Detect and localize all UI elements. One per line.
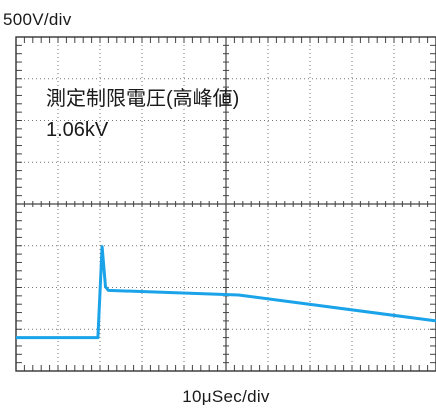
vertical-scale-label: 500V/div (3, 10, 72, 29)
series-layer (16, 245, 436, 340)
annotation-title: 測定制限電圧(高峰値) (46, 87, 239, 110)
horizontal-scale-label: 10μSec/div (182, 387, 270, 406)
screen-frame (15, 36, 436, 372)
waveform-trace (16, 245, 436, 340)
tick-layer (16, 37, 436, 371)
annotation-value: 1.06kV (46, 119, 109, 141)
